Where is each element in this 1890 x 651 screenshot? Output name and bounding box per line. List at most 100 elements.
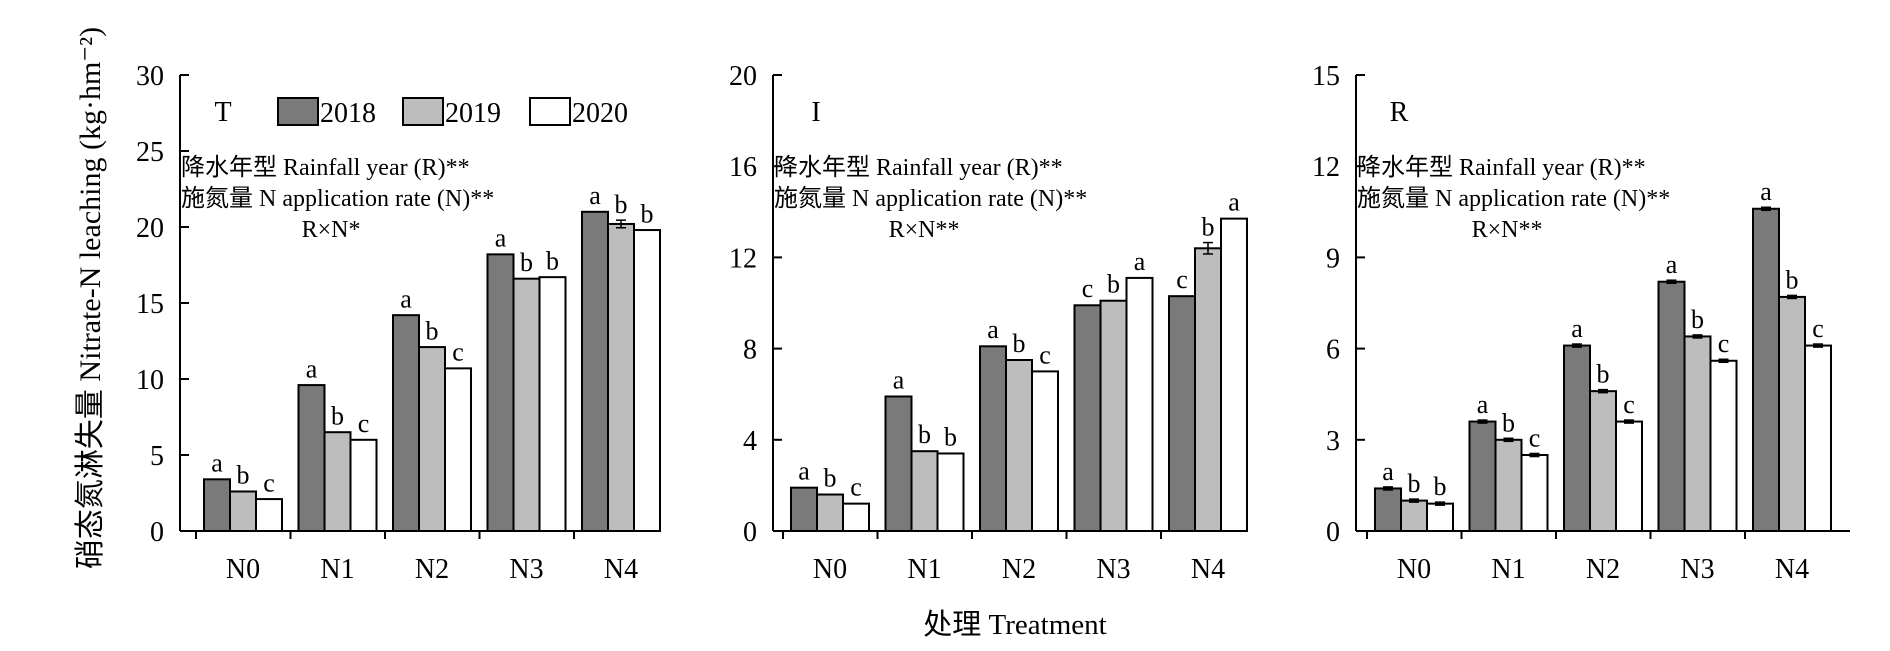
legend-swatch bbox=[402, 97, 444, 126]
y-tick-label: 9 bbox=[1326, 243, 1340, 274]
bar bbox=[229, 490, 257, 533]
significance-letter: c bbox=[1718, 329, 1730, 358]
x-tick-label: N3 bbox=[509, 554, 543, 585]
significance-letter: b bbox=[918, 420, 931, 449]
stats-line-interaction: R×N* bbox=[302, 217, 361, 243]
stats-line-rainfall: 降水年型 Rainfall year (R)** bbox=[1357, 154, 1646, 181]
legend-label: 2020 bbox=[572, 98, 628, 129]
x-tick-label: N2 bbox=[1002, 554, 1036, 585]
significance-letter: c bbox=[263, 468, 275, 497]
x-tick-label: N1 bbox=[320, 554, 354, 585]
y-tick-label: 15 bbox=[136, 289, 164, 320]
x-tick-label: N0 bbox=[226, 554, 260, 585]
x-tick-label: N4 bbox=[1775, 554, 1809, 585]
significance-letter: a bbox=[1228, 188, 1240, 217]
x-tick-label: N4 bbox=[604, 554, 638, 585]
x-tick-label: N2 bbox=[415, 554, 449, 585]
bar bbox=[884, 395, 913, 533]
y-tick-label: 6 bbox=[1326, 335, 1340, 366]
significance-letter: b bbox=[1107, 270, 1120, 299]
significance-letter: a bbox=[400, 284, 412, 313]
bar bbox=[486, 253, 515, 533]
significance-letter: b bbox=[1013, 329, 1026, 358]
bar bbox=[297, 384, 326, 532]
significance-letter: c bbox=[1039, 340, 1051, 369]
y-tick-label: 20 bbox=[729, 61, 757, 92]
bar bbox=[1073, 304, 1102, 532]
y-tick-label: 3 bbox=[1326, 426, 1340, 457]
significance-letter: a bbox=[1134, 247, 1146, 276]
x-tick-label: N4 bbox=[1191, 554, 1225, 585]
bar bbox=[979, 345, 1007, 532]
significance-letter: b bbox=[237, 461, 250, 490]
bar bbox=[1563, 344, 1591, 532]
significance-letter: a bbox=[306, 354, 318, 383]
panel-label: R bbox=[1390, 97, 1409, 128]
stats-line-n-rate: 施氮量 N application rate (N)** bbox=[1357, 185, 1670, 212]
bar bbox=[1468, 420, 1497, 532]
significance-letter: c bbox=[1812, 314, 1824, 343]
y-tick-label: 0 bbox=[743, 517, 757, 548]
bar bbox=[1426, 502, 1454, 533]
significance-letter: a bbox=[1382, 457, 1394, 486]
bar bbox=[1194, 247, 1222, 532]
bar bbox=[1589, 390, 1617, 532]
y-axis-label: 硝态氮淋失量 Nitrate-N leaching (kg·hm⁻²) bbox=[74, 27, 107, 569]
significance-letter: a bbox=[893, 365, 905, 394]
significance-letter: a bbox=[495, 224, 507, 253]
significance-letter: b bbox=[824, 463, 837, 492]
significance-letter: a bbox=[798, 457, 810, 486]
bar bbox=[910, 450, 939, 533]
bar bbox=[842, 502, 870, 533]
stats-line-interaction: R×N** bbox=[1472, 217, 1543, 243]
x-axis-label: 处理 Treatment bbox=[923, 608, 1106, 641]
significance-letter: c bbox=[1082, 274, 1094, 303]
x-tick-label: N3 bbox=[1680, 554, 1714, 585]
bar bbox=[1615, 420, 1643, 532]
significance-letter: a bbox=[987, 315, 999, 344]
significance-letter: a bbox=[1571, 314, 1583, 343]
significance-letter: c bbox=[358, 409, 370, 438]
y-tick-label: 5 bbox=[150, 441, 164, 472]
x-tick-label: N0 bbox=[813, 554, 847, 585]
significance-letter: a bbox=[1760, 177, 1772, 206]
bar bbox=[1168, 295, 1196, 532]
y-tick-label: 10 bbox=[136, 365, 164, 396]
legend-label: 2018 bbox=[320, 98, 376, 129]
bar bbox=[1752, 207, 1780, 532]
significance-letter: b bbox=[1786, 265, 1799, 294]
bar bbox=[1374, 487, 1402, 533]
significance-letter: b bbox=[1502, 408, 1515, 437]
significance-letter: a bbox=[1477, 390, 1489, 419]
significance-letter: a bbox=[211, 449, 223, 478]
legend-swatch bbox=[277, 97, 319, 126]
bar bbox=[1400, 499, 1428, 533]
bar bbox=[936, 452, 965, 533]
y-tick-label: 0 bbox=[1326, 517, 1340, 548]
x-tick-label: N1 bbox=[1491, 554, 1525, 585]
y-tick-label: 12 bbox=[729, 243, 757, 274]
bar bbox=[323, 431, 352, 533]
bar bbox=[1494, 438, 1523, 532]
y-tick-label: 4 bbox=[743, 426, 757, 457]
y-tick-label: 8 bbox=[743, 335, 757, 366]
significance-letter: c bbox=[1176, 265, 1188, 294]
significance-letter: c bbox=[1623, 390, 1635, 419]
panel-label: T bbox=[214, 97, 231, 128]
x-tick-label: N2 bbox=[1586, 554, 1620, 585]
significance-letter: b bbox=[1691, 305, 1704, 334]
bar bbox=[1778, 295, 1806, 533]
stats-line-interaction: R×N** bbox=[889, 217, 960, 243]
y-tick-label: 20 bbox=[136, 213, 164, 244]
x-tick-label: N0 bbox=[1397, 554, 1431, 585]
significance-letter: b bbox=[426, 316, 439, 345]
y-tick-label: 0 bbox=[150, 517, 164, 548]
y-tick-label: 16 bbox=[729, 152, 757, 183]
y-tick-label: 12 bbox=[1312, 152, 1340, 183]
y-tick-label: 25 bbox=[136, 137, 164, 168]
bar bbox=[418, 346, 446, 532]
bar bbox=[444, 367, 472, 532]
legend-label: 2019 bbox=[445, 98, 501, 129]
